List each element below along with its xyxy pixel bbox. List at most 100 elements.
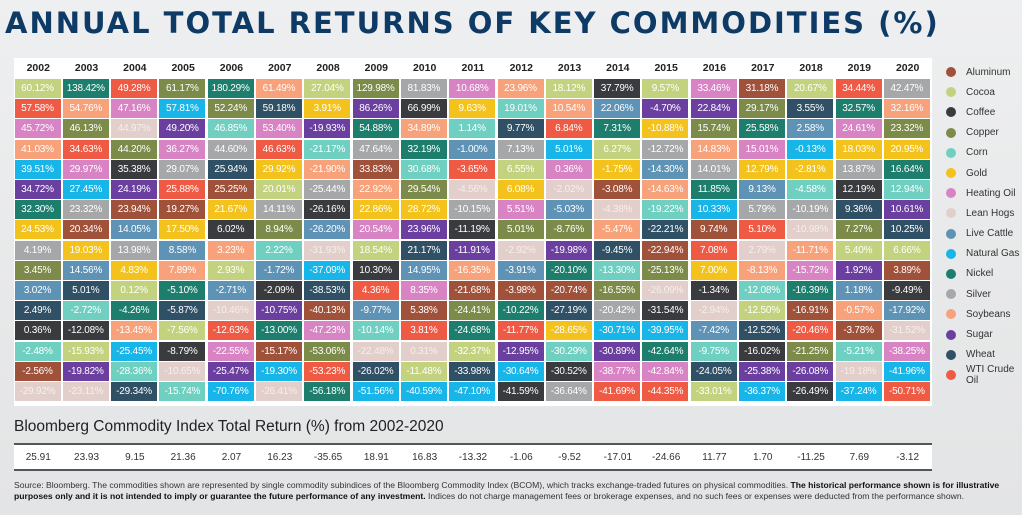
- legend-dot-icon: [946, 168, 956, 179]
- cell-2010-lean-hogs: 0.31%: [400, 341, 447, 361]
- cell-2011-natural-gas: -47.10%: [449, 382, 496, 401]
- legend-label: Cocoa: [966, 86, 995, 98]
- index-value-2006: 2.07: [221, 452, 242, 463]
- cell-2003-wheat: 5.01%: [62, 281, 109, 300]
- cell-2011-corn: 1.14%: [449, 119, 496, 139]
- cell-2019-soybeans: -0.57%: [835, 301, 882, 321]
- cell-2013-aluminum: -20.74%: [545, 281, 592, 300]
- footnote-source: Source: Bloomberg. The commodities shown…: [14, 480, 791, 490]
- index-value-2012: -1.06: [509, 452, 533, 463]
- cell-2003-natural-gas: 27.45%: [62, 180, 109, 199]
- cell-2012-heating-oil: 5.51%: [497, 200, 544, 220]
- cell-2007-aluminum: -15.17%: [256, 341, 302, 361]
- cell-2013-gold: -28.65%: [545, 321, 592, 341]
- cell-2015-corn: -19.22%: [642, 200, 689, 220]
- cell-2002-copper: 3.45%: [14, 260, 61, 280]
- cell-2020-wheat: 10.25%: [883, 220, 930, 240]
- cell-2016-copper: 15.74%: [690, 119, 737, 139]
- cell-2008-nickel: -56.18%: [304, 382, 351, 401]
- cell-2014-cocoa: 6.27%: [594, 139, 641, 159]
- cell-2011-nickel: -24.68%: [449, 321, 496, 341]
- cell-2020-gold: 20.95%: [883, 139, 930, 159]
- cell-2019-cocoa: 5.40%: [835, 240, 882, 260]
- cell-2009-cocoa: 18.54%: [352, 240, 399, 260]
- cell-2012-nickel: -10.22%: [497, 301, 544, 321]
- cell-2003-coffee: -12.08%: [62, 321, 109, 341]
- legend-label: WTI Crude Oil: [966, 363, 1015, 386]
- cell-2010-natural-gas: -40.59%: [400, 382, 447, 401]
- cell-2013-silver: -36.64%: [545, 382, 592, 401]
- cell-2003-gold: 19.03%: [62, 240, 109, 260]
- cell-2008-wheat: -38.53%: [304, 281, 351, 300]
- cell-2003-live-cattle: 14.56%: [62, 260, 109, 280]
- cell-2007-soybeans: 61.49%: [256, 79, 302, 98]
- cell-2007-natural-gas: -19.30%: [256, 361, 302, 381]
- cell-2017-lean-hogs: 2.79%: [739, 240, 785, 260]
- cell-2012-lean-hogs: -2.92%: [497, 240, 544, 260]
- cell-2010-soybeans: 34.89%: [400, 119, 447, 139]
- cell-2002-coffee: 0.36%: [14, 321, 61, 341]
- legend-dot-icon: [946, 127, 956, 138]
- cell-2015-cocoa: 9.57%: [642, 79, 689, 98]
- cell-2007-copper: 8.94%: [256, 220, 302, 240]
- cell-2016-aluminum: 9.74%: [690, 220, 737, 240]
- cell-2015-live-cattle: -14.30%: [642, 159, 689, 179]
- cell-2003-copper: 46.13%: [62, 119, 109, 139]
- index-value-2010: 16.83: [412, 452, 438, 463]
- cell-2004-live-cattle: 14.05%: [111, 220, 158, 240]
- legend-item-coffee: Coffee: [946, 102, 1022, 122]
- cell-2008-cocoa: 27.04%: [304, 79, 351, 98]
- legend-item-cocoa: Cocoa: [946, 82, 1022, 102]
- cell-2009-lean-hogs: -22.48%: [352, 341, 399, 361]
- cell-2013-cocoa: 18.12%: [545, 79, 592, 98]
- cell-2016-coffee: -1.34%: [690, 281, 737, 300]
- legend-dot-icon: [946, 87, 956, 98]
- cell-2016-gold: 7.00%: [690, 260, 737, 280]
- legend-label: Gold: [966, 167, 988, 179]
- cell-2005-aluminum: 19.27%: [159, 200, 206, 220]
- cell-2006-silver: 44.60%: [207, 139, 254, 159]
- cell-2002-heating-oil: 45.72%: [14, 119, 61, 139]
- cell-2020-cocoa: 6.66%: [883, 240, 930, 260]
- cell-2010-aluminum: 5.38%: [400, 301, 447, 321]
- cell-2004-lean-hogs: 44.97%: [111, 119, 158, 139]
- cell-2003-heating-oil: 29.97%: [62, 159, 109, 179]
- cell-2018-heating-oil: -15.72%: [787, 260, 834, 280]
- cell-2009-heating-oil: 20.54%: [352, 220, 399, 240]
- legend-item-wheat: Wheat: [946, 345, 1022, 365]
- cell-2020-silver: 42.47%: [883, 79, 930, 98]
- cell-2003-lean-hogs: -23.11%: [62, 382, 109, 401]
- cell-2006-natural-gas: -70.76%: [207, 382, 254, 401]
- cell-2008-heating-oil: -47.23%: [304, 321, 351, 341]
- cell-2013-soybeans: 10.54%: [545, 99, 592, 119]
- cell-2002-silver: 4.19%: [14, 240, 61, 260]
- legend-item-copper: Copper: [946, 123, 1022, 143]
- cell-2019-gold: 18.03%: [835, 139, 882, 159]
- cell-2012-cocoa: 6.55%: [497, 159, 544, 179]
- cell-2005-lean-hogs: -10.65%: [159, 361, 206, 381]
- year-header-2007: 2007: [268, 62, 292, 74]
- cell-2006-heating-oil: -22.55%: [207, 341, 254, 361]
- cell-2013-natural-gas: 5.01%: [545, 139, 592, 159]
- cell-2004-sugar: 24.19%: [111, 180, 158, 199]
- cell-2005-nickel: -5.10%: [159, 281, 206, 300]
- cell-2018-coffee: -26.49%: [787, 382, 834, 401]
- cell-2005-sugar: 49.20%: [159, 119, 206, 139]
- cell-2016-heating-oil: 33.46%: [690, 79, 737, 98]
- cell-2006-wheat: 25.94%: [207, 159, 254, 179]
- cell-2002-wheat: 2.49%: [14, 301, 61, 321]
- cell-2005-heating-oil: 36.27%: [159, 139, 206, 159]
- cell-2006-aluminum: 25.25%: [207, 180, 254, 199]
- cell-2020-aluminum: 3.89%: [883, 260, 930, 280]
- cell-2017-live-cattle: 9.13%: [739, 180, 785, 199]
- cell-2018-live-cattle: 2.58%: [787, 119, 834, 139]
- cell-2010-silver: 81.83%: [400, 79, 447, 98]
- cell-2004-corn: -28.36%: [111, 361, 158, 381]
- legend-label: Wheat: [966, 349, 995, 361]
- cell-2014-coffee: 37.79%: [594, 79, 641, 98]
- cell-2012-wheat: 9.77%: [497, 119, 544, 139]
- legend-label: Aluminum: [966, 66, 1011, 78]
- footnote: Source: Bloomberg. The commodities shown…: [14, 480, 1014, 502]
- cell-2020-copper: 23.32%: [883, 119, 930, 139]
- cell-2010-sugar: 23.96%: [400, 220, 447, 240]
